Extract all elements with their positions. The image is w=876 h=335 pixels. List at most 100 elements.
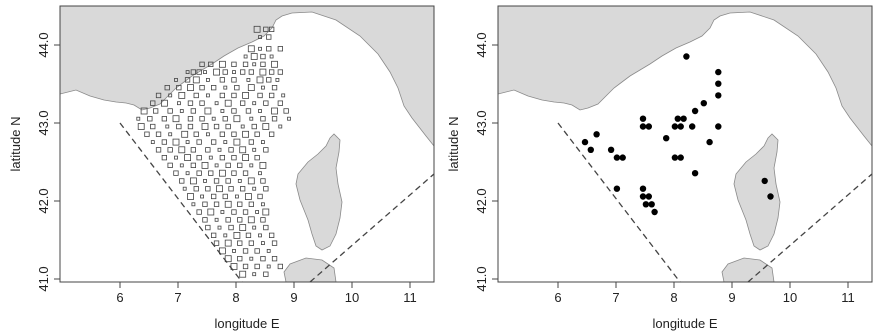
open-square-point [225,178,231,184]
open-square-point [193,92,199,99]
open-square-point [237,178,242,183]
filled-circle-point [642,201,650,208]
open-square-point [266,46,272,52]
open-square-point [247,216,255,224]
filled-circle-point [645,123,652,130]
open-square-point [237,255,243,262]
y-axis: 41.0 42.0 43.0 44.0 latitude N [8,32,60,292]
map-panel-right: 6 7 8 9 10 11 longitude E 41.0 42.0 43.0… [438,0,876,335]
open-square-point [196,139,202,145]
open-square-point [176,85,182,91]
open-square-point [275,78,280,82]
open-square-point [150,100,156,106]
open-square-point [254,248,260,254]
x-tick-label: 6 [554,290,561,305]
open-square-point [248,240,255,246]
open-square-point [187,193,194,200]
filled-circle-point [715,68,722,76]
filled-circle-point [680,115,687,122]
y-tick-label: 44.0 [36,32,51,57]
open-square-point [254,263,260,270]
open-square-point [217,147,222,152]
open-square-point [210,232,217,239]
x-tick-label: 6 [116,290,123,305]
open-square-point [232,248,236,253]
open-square-point [219,154,226,161]
open-square-point [214,101,219,106]
open-square-point [260,116,266,122]
open-square-point [222,193,228,200]
y-axis-label: latitude N [8,117,23,172]
open-square-point [184,154,191,162]
open-square-point [213,123,220,130]
open-square-point [224,99,232,107]
filled-circle-point [587,146,594,153]
y-tick-label: 42.0 [474,188,489,213]
open-square-point [144,131,150,137]
open-square-point [260,202,265,207]
open-square-point [237,201,243,207]
filled-circle-point [645,193,652,200]
open-square-point [271,116,278,122]
filled-circle-point [677,123,684,130]
open-square-point [239,69,246,75]
y-axis-label: latitude N [446,117,461,172]
open-square-point [192,76,200,84]
open-square-point [224,200,232,208]
filled-circle-point [613,185,621,192]
open-square-point [266,34,272,40]
open-square-point [193,131,199,137]
open-square-point [251,123,257,130]
open-square-point [190,162,197,169]
filled-circle-point [689,123,696,130]
open-square-point [161,139,167,145]
y-tick-label: 43.0 [36,110,51,135]
open-square-point [174,78,178,82]
open-square-point [271,85,278,91]
open-square-point [161,99,168,107]
x-tick-label: 9 [290,290,297,305]
x-tick-label: 8 [232,290,239,305]
open-square-point [242,61,249,67]
filled-circle-point [715,123,722,130]
filled-circle-point [767,193,774,200]
open-square-point [247,84,255,91]
open-square-point [167,162,173,169]
boundary-dashed-west [557,122,681,283]
open-square-point [210,193,217,200]
x-axis: 6 7 8 9 10 11 longitude E [554,282,855,331]
open-square-point [237,162,243,169]
open-square-point [260,178,266,184]
x-tick-label: 7 [174,290,181,305]
x-axis-label: longitude E [214,316,279,331]
open-square-point [150,123,156,130]
open-square-point [165,124,170,129]
open-square-point [252,186,257,191]
filled-circle-point [613,154,621,161]
open-square-point [237,217,243,223]
open-square-point [242,170,249,176]
open-square-point [173,170,179,176]
open-square-point [187,100,194,106]
open-square-point [210,139,217,145]
open-square-point [205,147,211,153]
open-square-point [278,124,283,129]
filled-circle-point [663,135,670,142]
open-square-point [258,109,262,113]
open-square-point [243,54,248,59]
open-square-point [219,77,226,83]
open-square-point [268,232,275,239]
boundary-dashed-west [119,122,243,283]
open-square-point [155,147,162,153]
open-square-point [237,240,243,246]
open-square-point [260,61,266,67]
open-square-point [232,70,236,74]
x-tick-label: 9 [728,290,735,305]
open-square-point [242,154,250,162]
open-square-point [248,69,255,75]
open-square-point [176,123,182,130]
open-square-point [271,107,278,115]
open-square-point [187,116,194,122]
open-square-point [208,155,213,160]
open-square-point [252,62,257,67]
